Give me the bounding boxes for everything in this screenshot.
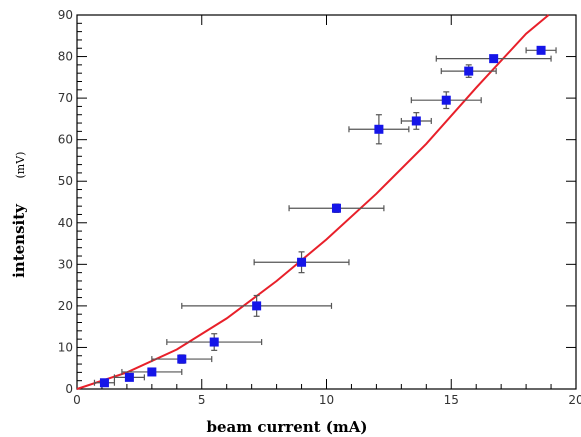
y-tick-label: 20: [58, 299, 73, 313]
data-marker: [374, 124, 384, 134]
data-marker: [489, 54, 499, 64]
data-point: [151, 354, 213, 364]
plot-frame: [76, 14, 577, 390]
x-tick-label: 0: [73, 393, 81, 407]
data-marker: [441, 95, 451, 105]
fit-layer: [76, 14, 550, 390]
data-point: [113, 372, 145, 382]
data-marker: [411, 116, 421, 126]
data-marker: [124, 372, 134, 382]
data-point: [348, 114, 410, 145]
x-axis-title: beam current (mA): [207, 418, 368, 436]
data-point: [410, 91, 482, 110]
y-tick-label: 60: [58, 133, 73, 147]
x-tick-label: 5: [198, 393, 206, 407]
y-tick-label: 40: [58, 216, 73, 230]
x-tick-label: 10: [319, 393, 334, 407]
data-point: [121, 367, 183, 377]
data-marker: [331, 203, 341, 213]
y-tick-label: 50: [58, 174, 73, 188]
data-point: [435, 54, 552, 64]
data-marker: [147, 367, 157, 377]
data-marker: [464, 66, 474, 76]
y-tick-label: 30: [58, 257, 73, 271]
x-tick-label: 15: [444, 393, 459, 407]
data-point: [93, 378, 116, 388]
data-marker: [99, 378, 109, 388]
data-point: [525, 45, 557, 55]
fit-curve-line: [76, 14, 550, 390]
ticks-layer: 0 5 10 15 20 0 10 20 30 40 50 60 70 80 90: [58, 8, 581, 407]
data-point: [166, 333, 263, 351]
y-tick-label: 70: [58, 91, 73, 105]
data-point: [253, 251, 350, 274]
points-layer: [93, 45, 557, 388]
data-point: [181, 294, 333, 317]
x-tick-label: 20: [568, 393, 581, 407]
y-axis-unit: (mV): [14, 152, 27, 179]
y-tick-label: 80: [58, 50, 73, 64]
y-tick-label: 0: [65, 382, 73, 396]
data-point: [288, 203, 385, 213]
data-marker: [252, 301, 262, 311]
data-marker: [209, 337, 219, 347]
y-axis-title: intensity: [10, 203, 28, 278]
data-marker: [536, 45, 546, 55]
y-tick-label: 10: [58, 340, 73, 354]
y-tick-label: 90: [58, 8, 73, 22]
data-point: [440, 64, 497, 78]
data-point: [400, 112, 432, 130]
y-axis-title-group: intensity (mV): [10, 152, 28, 278]
data-marker: [177, 354, 187, 364]
data-marker: [297, 257, 307, 267]
